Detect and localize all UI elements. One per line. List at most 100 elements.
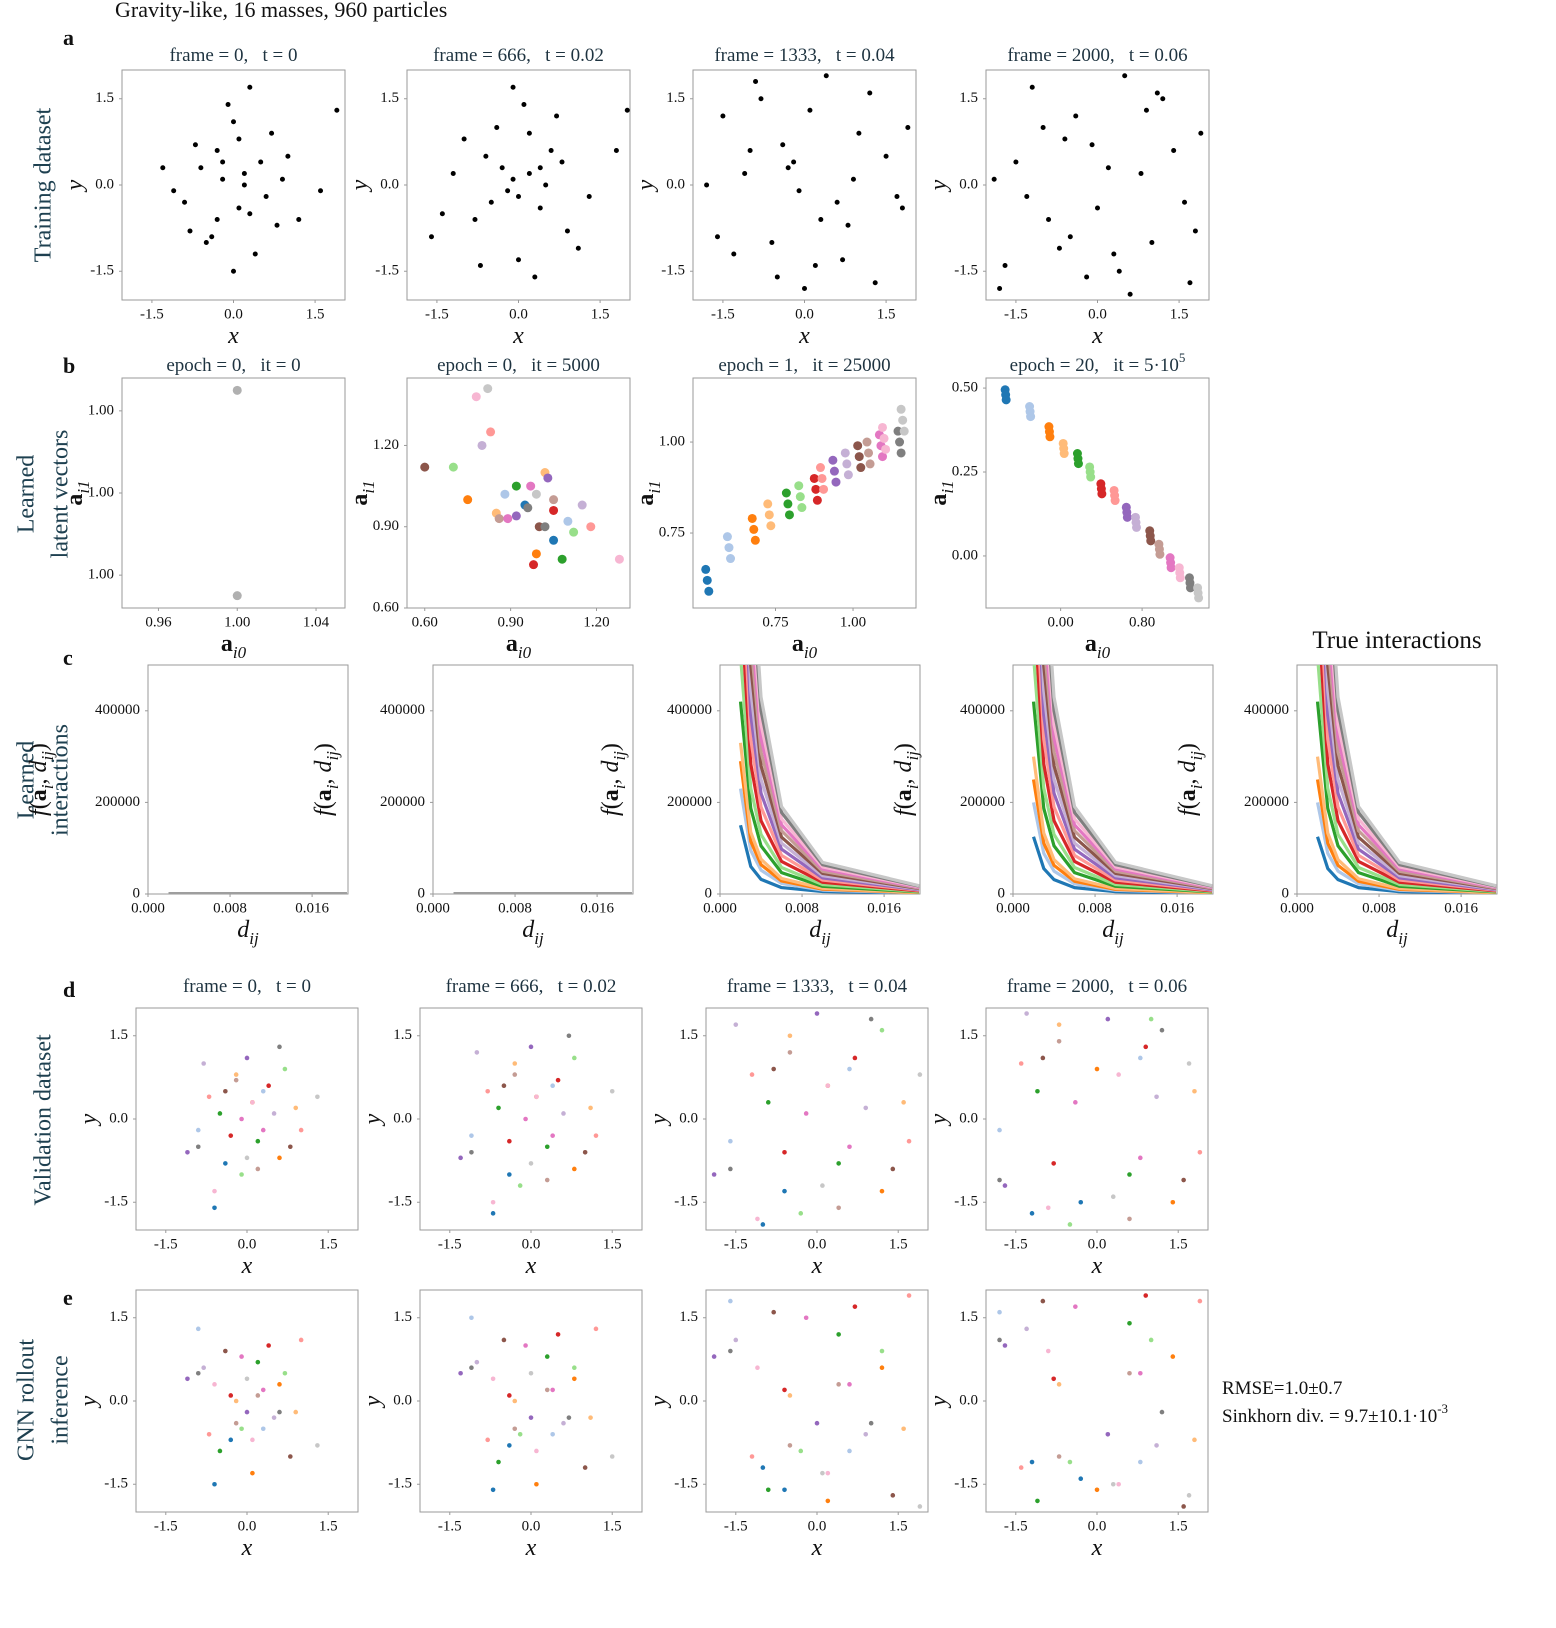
point	[1111, 251, 1117, 257]
point	[523, 1116, 528, 1122]
point	[315, 1094, 320, 1100]
point	[1095, 205, 1100, 211]
plot-frame	[135, 1289, 359, 1513]
y-axis-label-part: a	[891, 789, 917, 801]
point	[588, 1105, 593, 1111]
x-tick-label: 0.016	[1160, 900, 1194, 916]
point	[815, 463, 825, 473]
point	[501, 1083, 507, 1088]
point	[490, 1211, 496, 1216]
y-tick-label: 0.0	[95, 176, 114, 192]
point	[231, 268, 236, 274]
point	[293, 1105, 299, 1111]
panel-letter: d	[63, 977, 75, 1002]
point	[282, 1370, 288, 1376]
y-axis-label-part: y	[646, 1113, 672, 1126]
y-axis-label-part: a	[633, 494, 659, 506]
x-axis-label: x	[241, 1535, 253, 1561]
point	[724, 543, 734, 553]
y-axis-label: y	[360, 1113, 386, 1126]
point	[917, 1072, 923, 1077]
plot-frame	[692, 377, 917, 609]
y-axis-label-part: f	[1175, 806, 1201, 816]
point	[512, 1398, 518, 1404]
point	[474, 1359, 480, 1365]
y-tick-label: 0	[705, 885, 713, 901]
point	[260, 1387, 266, 1393]
y-axis-label: f(ai, dij)	[1175, 743, 1207, 816]
point	[463, 495, 473, 505]
point	[782, 1150, 787, 1155]
point	[1046, 217, 1052, 222]
plot-frame	[705, 1007, 929, 1231]
point	[842, 459, 852, 469]
point	[517, 1183, 523, 1188]
point	[997, 1177, 1002, 1183]
y-axis-label: y	[76, 1395, 102, 1408]
y-axis-label-part: i	[323, 784, 342, 789]
y-axis-label: y	[76, 1113, 102, 1126]
y-tick-label: 0.0	[959, 1392, 978, 1408]
point	[334, 107, 340, 113]
y-axis-label-part: d	[598, 760, 624, 773]
y-tick-label: 0.0	[679, 1392, 698, 1408]
point	[201, 1061, 206, 1066]
point	[1040, 1055, 1046, 1061]
y-axis-label-part: d	[26, 760, 52, 773]
x-tick-label: -1.5	[154, 1236, 178, 1252]
point	[1002, 263, 1008, 268]
y-tick-label: -1.5	[954, 263, 978, 279]
point	[185, 1376, 190, 1382]
point	[1138, 1155, 1143, 1161]
point	[1138, 1459, 1143, 1465]
point	[511, 511, 521, 521]
point	[1187, 280, 1193, 286]
x-tick-label: -1.5	[724, 1518, 748, 1534]
point	[890, 1166, 896, 1172]
point	[458, 1155, 463, 1161]
y-axis-label-part: (	[891, 801, 917, 809]
point	[728, 1166, 733, 1172]
point	[1160, 96, 1166, 102]
x-tick-label: -1.5	[724, 1236, 748, 1252]
point	[1143, 1293, 1149, 1298]
point	[1127, 1172, 1132, 1177]
point	[550, 1083, 555, 1088]
point	[228, 1133, 234, 1138]
point	[195, 1127, 201, 1133]
point	[711, 1172, 717, 1177]
point	[997, 286, 1003, 291]
y-axis-label-part: y	[76, 1395, 102, 1408]
x-axis-label: dij	[809, 917, 831, 949]
y-tick-label: 0	[133, 885, 141, 901]
chart-title: frame = 666, t = 0.02	[433, 45, 604, 66]
y-axis-label-part: i1	[359, 480, 378, 493]
chart-title-text: frame = 0, t = 0	[169, 45, 297, 66]
y-tick-label: 1.20	[373, 437, 399, 453]
point	[704, 586, 714, 596]
plot-frame	[121, 69, 346, 301]
point	[1154, 90, 1160, 96]
chart-title: frame = 2000, t = 0.06	[1007, 976, 1187, 997]
y-tick-label: 1.5	[109, 1309, 128, 1325]
annotation-text: RMSE=1.0±0.7	[1222, 1378, 1342, 1399]
y-axis-label-part: i	[903, 784, 922, 789]
panel-letter: b	[63, 353, 75, 378]
point	[749, 1454, 755, 1459]
x-axis-label-part: d	[809, 917, 822, 943]
point	[241, 182, 247, 188]
point	[501, 1337, 507, 1343]
y-tick-label: -1.5	[954, 1194, 978, 1210]
x-tick-label: 1.5	[319, 1518, 338, 1534]
y-axis-label-part: ij	[903, 751, 922, 761]
point	[260, 1426, 266, 1432]
point	[840, 257, 846, 263]
y-axis-label: y	[62, 179, 88, 192]
point	[554, 113, 560, 119]
point	[271, 1111, 277, 1116]
row-label: Validation dataset	[31, 1034, 57, 1206]
point	[843, 470, 853, 480]
plot-frame	[147, 664, 349, 895]
point	[899, 205, 905, 211]
point	[548, 148, 554, 153]
